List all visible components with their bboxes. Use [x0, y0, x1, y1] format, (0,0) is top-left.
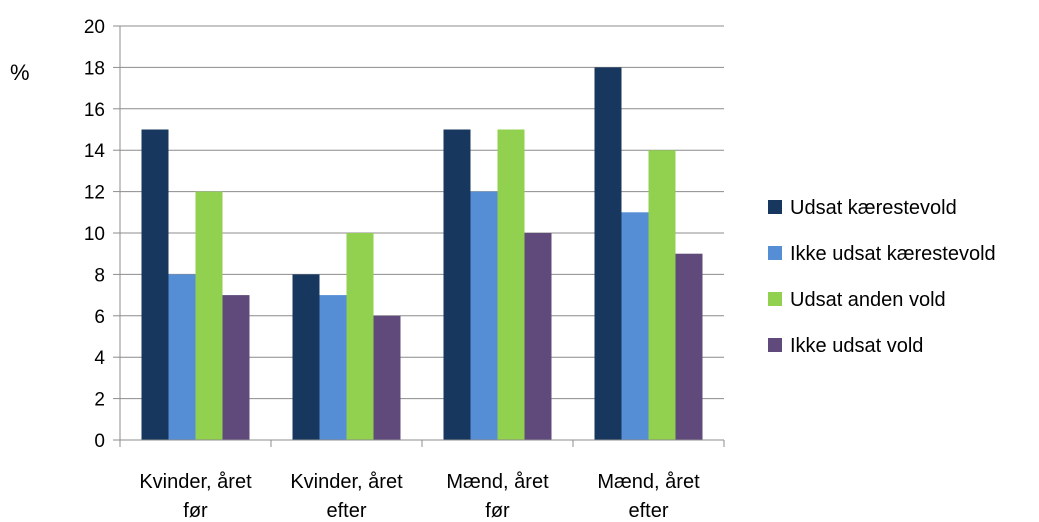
y-tick-label: 4 — [94, 348, 105, 369]
y-tick-label: 0 — [94, 431, 105, 452]
bar-1-series-4 — [222, 295, 250, 440]
bar-2-series-1 — [292, 274, 320, 440]
bar-3-series-1 — [443, 129, 471, 440]
y-axis-unit-label: % — [10, 60, 30, 85]
bar-1-series-3 — [195, 191, 223, 440]
x-category-label: efter — [628, 500, 668, 522]
y-tick-label: 6 — [94, 307, 105, 328]
legend-label: Ikke udsat vold — [790, 335, 923, 357]
x-category-label: efter — [326, 500, 366, 522]
legend-swatch — [768, 338, 782, 352]
legend-label: Udsat kærestevold — [790, 197, 957, 219]
bar-4-series-4 — [675, 253, 703, 440]
axes: 0 2 4 6 8 10 12 14 16 18 20 Kvinder, året før Kvinder… — [84, 17, 725, 522]
bar-3-series-2 — [470, 191, 498, 440]
bars — [141, 67, 703, 441]
legend-label: Udsat anden vold — [790, 289, 946, 311]
y-tick-label: 10 — [84, 224, 105, 245]
bar-1-series-2 — [168, 274, 196, 440]
y-tick-label: 14 — [84, 141, 106, 162]
legend-swatch — [768, 200, 782, 214]
bar-1-series-1 — [141, 129, 169, 440]
bar-4-series-1 — [594, 67, 622, 441]
legend: Udsat kærestevold Ikke udsat kærestevold U… — [768, 197, 996, 357]
x-category-label: Mænd, året — [597, 471, 700, 493]
y-tick-label: 20 — [84, 17, 105, 38]
x-category-label: Mænd, året — [446, 471, 549, 493]
x-category-label: før — [183, 500, 208, 522]
bar-2-series-4 — [373, 315, 401, 440]
bar-3-series-4 — [524, 233, 552, 440]
legend-label: Ikke udsat kærestevold — [790, 243, 996, 265]
legend-swatch — [768, 246, 782, 260]
y-tick-label: 12 — [84, 183, 105, 204]
bar-2-series-3 — [346, 233, 374, 440]
x-category-label: før — [485, 500, 510, 522]
y-tick-label: 2 — [94, 390, 105, 411]
y-tick-label: 16 — [84, 100, 105, 121]
x-category-label: Kvinder, året — [290, 471, 403, 493]
y-tick-label: 8 — [94, 265, 105, 286]
bar-2-series-2 — [319, 295, 347, 440]
bar-3-series-3 — [497, 129, 525, 440]
y-tick-label: 18 — [84, 58, 105, 79]
x-category-label: Kvinder, året — [139, 471, 252, 493]
bar-4-series-3 — [648, 150, 676, 440]
legend-swatch — [768, 292, 782, 306]
bar-4-series-2 — [621, 212, 649, 440]
